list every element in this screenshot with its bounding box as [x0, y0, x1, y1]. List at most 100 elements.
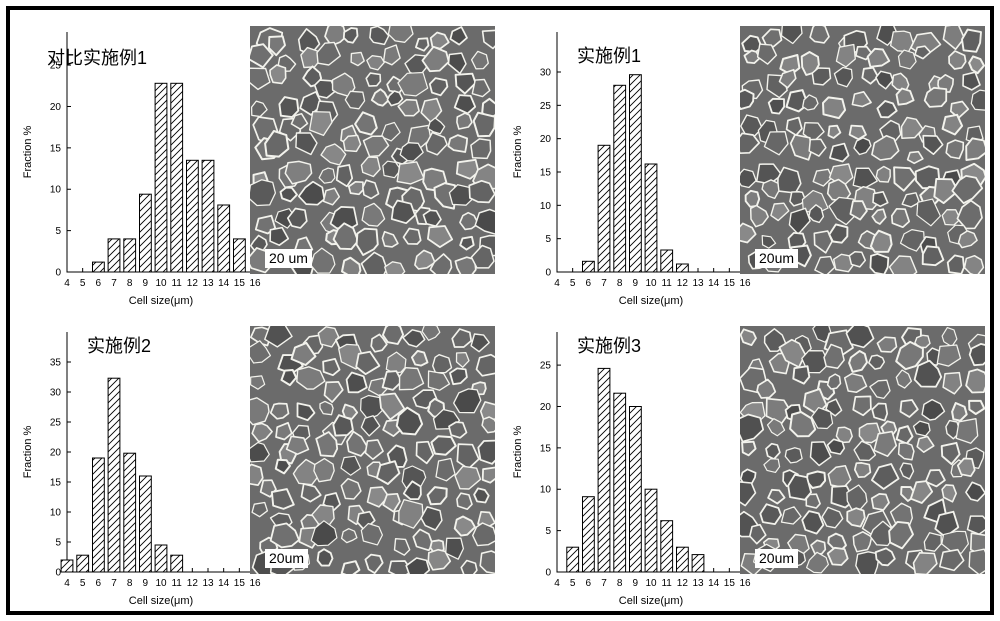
- svg-text:5: 5: [55, 226, 61, 237]
- scale-bar-label: 20 um: [265, 249, 312, 268]
- svg-text:13: 13: [692, 278, 704, 289]
- sem-micrograph: [740, 326, 985, 574]
- svg-text:9: 9: [143, 278, 149, 289]
- histogram-bar: [677, 264, 689, 272]
- svg-text:14: 14: [708, 278, 720, 289]
- x-axis-label: Cell size(μm): [129, 595, 193, 607]
- svg-text:8: 8: [617, 578, 623, 589]
- svg-text:4: 4: [554, 278, 560, 289]
- svg-text:6: 6: [586, 278, 592, 289]
- svg-text:6: 6: [96, 578, 102, 589]
- svg-text:4: 4: [64, 278, 70, 289]
- svg-text:13: 13: [202, 578, 214, 589]
- svg-text:15: 15: [50, 478, 62, 489]
- svg-text:20: 20: [540, 402, 552, 413]
- svg-text:15: 15: [234, 578, 246, 589]
- svg-text:5: 5: [570, 578, 576, 589]
- svg-text:9: 9: [143, 578, 149, 589]
- y-axis-label: Fraction %: [512, 125, 524, 178]
- histogram-bar: [645, 489, 657, 572]
- histogram-bar: [61, 560, 73, 572]
- svg-text:0: 0: [545, 568, 551, 579]
- svg-text:4: 4: [64, 578, 70, 589]
- svg-text:0: 0: [55, 268, 61, 279]
- svg-text:30: 30: [540, 68, 552, 79]
- histogram-bar: [93, 262, 105, 272]
- svg-text:11: 11: [171, 278, 182, 289]
- svg-text:15: 15: [540, 168, 552, 179]
- histogram-bar: [583, 497, 595, 572]
- svg-text:20: 20: [540, 134, 552, 145]
- svg-text:11: 11: [171, 578, 182, 589]
- svg-text:15: 15: [234, 278, 246, 289]
- svg-text:12: 12: [187, 278, 199, 289]
- svg-text:7: 7: [111, 278, 117, 289]
- y-axis-label: Fraction %: [22, 425, 34, 478]
- svg-text:10: 10: [645, 278, 657, 289]
- svg-text:7: 7: [111, 578, 117, 589]
- svg-text:5: 5: [80, 278, 86, 289]
- svg-text:6: 6: [586, 578, 592, 589]
- svg-text:14: 14: [218, 278, 230, 289]
- svg-text:11: 11: [661, 578, 672, 589]
- histogram-bar: [630, 407, 642, 573]
- x-axis-label: Cell size(μm): [129, 295, 193, 307]
- svg-text:5: 5: [545, 234, 551, 245]
- svg-text:12: 12: [677, 278, 689, 289]
- y-axis-label: Fraction %: [512, 425, 524, 478]
- panel-title: 实施例2: [87, 332, 151, 358]
- histogram-bar: [677, 547, 689, 572]
- svg-text:15: 15: [50, 143, 62, 154]
- svg-text:5: 5: [570, 278, 576, 289]
- svg-text:11: 11: [661, 278, 672, 289]
- svg-text:12: 12: [187, 578, 199, 589]
- svg-text:10: 10: [50, 508, 62, 519]
- sem-micrograph: [250, 326, 495, 574]
- sem-micrograph: [250, 26, 495, 274]
- svg-text:12: 12: [677, 578, 689, 589]
- svg-text:25: 25: [50, 418, 62, 429]
- svg-text:6: 6: [96, 278, 102, 289]
- svg-text:10: 10: [540, 485, 552, 496]
- x-axis-label: Cell size(μm): [619, 295, 683, 307]
- histogram-bar: [614, 393, 626, 572]
- svg-text:14: 14: [218, 578, 230, 589]
- svg-text:0: 0: [545, 268, 551, 279]
- svg-text:16: 16: [739, 578, 751, 589]
- svg-text:30: 30: [50, 388, 62, 399]
- scale-bar-label: 20um: [755, 549, 798, 568]
- sem-micrograph: [740, 26, 985, 274]
- svg-text:8: 8: [617, 278, 623, 289]
- histogram-bar: [124, 239, 136, 272]
- histogram-bar: [187, 160, 199, 272]
- histogram-bar: [155, 83, 167, 272]
- svg-text:7: 7: [601, 278, 607, 289]
- histogram-bar: [614, 85, 626, 272]
- panel-example-1: 45678910111213141516051015202530Cell siz…: [500, 12, 990, 312]
- histogram-bar: [645, 164, 657, 272]
- svg-text:16: 16: [739, 278, 751, 289]
- histogram-bar: [124, 453, 136, 572]
- svg-text:0: 0: [55, 568, 61, 579]
- histogram-bar: [93, 458, 105, 572]
- histogram-bar: [218, 205, 230, 272]
- histogram-bar: [598, 145, 610, 272]
- svg-text:14: 14: [708, 578, 720, 589]
- histogram-bar: [108, 239, 120, 272]
- svg-text:5: 5: [55, 538, 61, 549]
- svg-text:15: 15: [724, 278, 736, 289]
- svg-text:13: 13: [692, 578, 704, 589]
- histogram-bar: [598, 368, 610, 572]
- svg-text:15: 15: [540, 443, 552, 454]
- svg-text:5: 5: [545, 526, 551, 537]
- histogram-bar: [140, 194, 152, 272]
- svg-text:16: 16: [249, 578, 261, 589]
- svg-text:35: 35: [50, 358, 62, 369]
- svg-text:10: 10: [645, 578, 657, 589]
- svg-text:8: 8: [127, 278, 133, 289]
- svg-text:5: 5: [80, 578, 86, 589]
- histogram-bar: [140, 476, 152, 572]
- micrograph-wrapper: [250, 326, 495, 574]
- micrograph-wrapper: [250, 26, 495, 274]
- histogram-bar: [583, 261, 595, 272]
